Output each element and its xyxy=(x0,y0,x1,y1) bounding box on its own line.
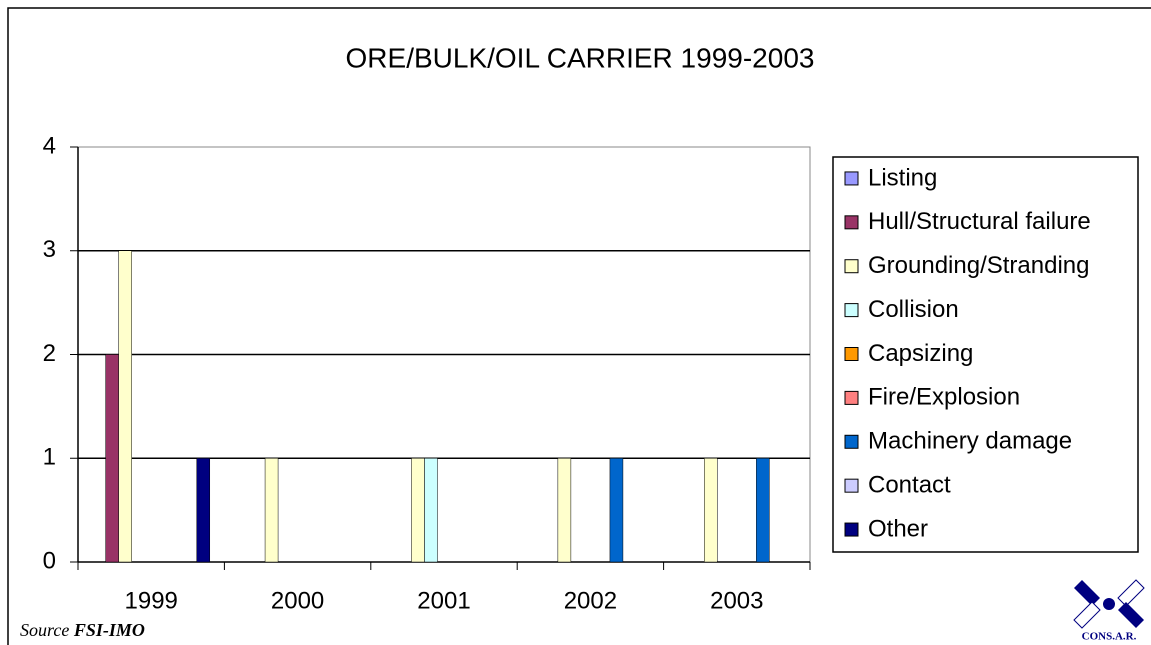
x-tick-label: 1999 xyxy=(125,587,178,614)
bar xyxy=(424,458,438,563)
legend xyxy=(832,156,1139,553)
legend-swatch xyxy=(844,215,859,230)
legend-swatch xyxy=(844,478,859,493)
bar xyxy=(105,354,119,563)
legend-swatch xyxy=(844,171,859,186)
bar xyxy=(557,458,572,563)
legend-swatch xyxy=(844,522,859,537)
legend-label: Other xyxy=(868,515,928,542)
legend-label: Machinery damage xyxy=(868,428,1072,455)
source-name: FSI-IMO xyxy=(73,620,145,640)
legend-label: Contact xyxy=(868,472,951,499)
legend-swatch xyxy=(844,303,859,318)
logo-shape xyxy=(1118,602,1144,628)
y-tick-label: 3 xyxy=(43,236,56,263)
y-tick-label: 2 xyxy=(43,340,56,367)
logo-shape xyxy=(1074,580,1100,606)
x-tick-label: 2003 xyxy=(710,587,763,614)
legend-label: Listing xyxy=(868,164,937,191)
bar xyxy=(264,458,279,563)
legend-label: Fire/Explosion xyxy=(868,384,1020,411)
chart-title: ORE/BULK/OIL CARRIER 1999-2003 xyxy=(346,42,815,73)
y-tick-label: 0 xyxy=(43,547,56,574)
logo-text: CONS.A.R. xyxy=(1082,631,1137,643)
x-tick-label: 2000 xyxy=(271,587,324,614)
bar xyxy=(704,458,718,563)
legend-swatch xyxy=(844,259,859,274)
x-tick-label: 2002 xyxy=(564,587,617,614)
source-label: Source xyxy=(20,620,69,640)
bar xyxy=(118,250,132,563)
bar xyxy=(196,458,211,563)
x-tick-label: 2001 xyxy=(417,587,470,614)
legend-swatch xyxy=(844,390,859,405)
bar xyxy=(609,458,624,563)
legend-label: Grounding/Stranding xyxy=(868,252,1089,279)
legend-swatch xyxy=(844,347,859,361)
legend-label: Hull/Structural failure xyxy=(868,208,1091,235)
y-tick-label: 4 xyxy=(43,132,56,159)
legend-label: Collision xyxy=(868,296,959,323)
legend-label: Capsizing xyxy=(868,340,973,367)
y-tick-label: 1 xyxy=(43,444,56,471)
bar xyxy=(756,458,770,563)
logo: CONS.A.R. xyxy=(1073,579,1145,643)
logo-shape xyxy=(1073,601,1101,629)
source-note: Source FSI-IMO xyxy=(20,620,145,640)
legend-swatch xyxy=(844,434,859,449)
bar xyxy=(411,458,425,563)
logo-shape xyxy=(1103,598,1115,610)
